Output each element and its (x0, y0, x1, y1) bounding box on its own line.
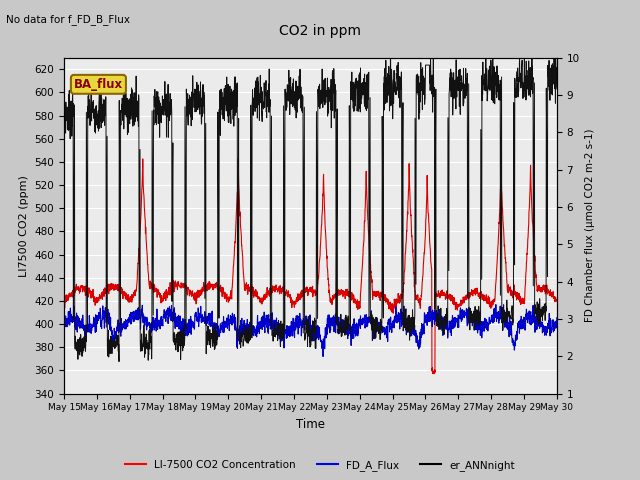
Text: BA_flux: BA_flux (74, 78, 123, 91)
Y-axis label: FD Chamber flux (μmol CO2 m-2 s-1): FD Chamber flux (μmol CO2 m-2 s-1) (585, 129, 595, 323)
Legend: LI-7500 CO2 Concentration, FD_A_Flux, er_ANNnight: LI-7500 CO2 Concentration, FD_A_Flux, er… (121, 456, 519, 475)
Text: No data for f_FD_B_Flux: No data for f_FD_B_Flux (6, 14, 131, 25)
X-axis label: Time: Time (296, 418, 325, 431)
Y-axis label: LI7500 CO2 (ppm): LI7500 CO2 (ppm) (19, 175, 29, 276)
Text: CO2 in ppm: CO2 in ppm (279, 24, 361, 38)
